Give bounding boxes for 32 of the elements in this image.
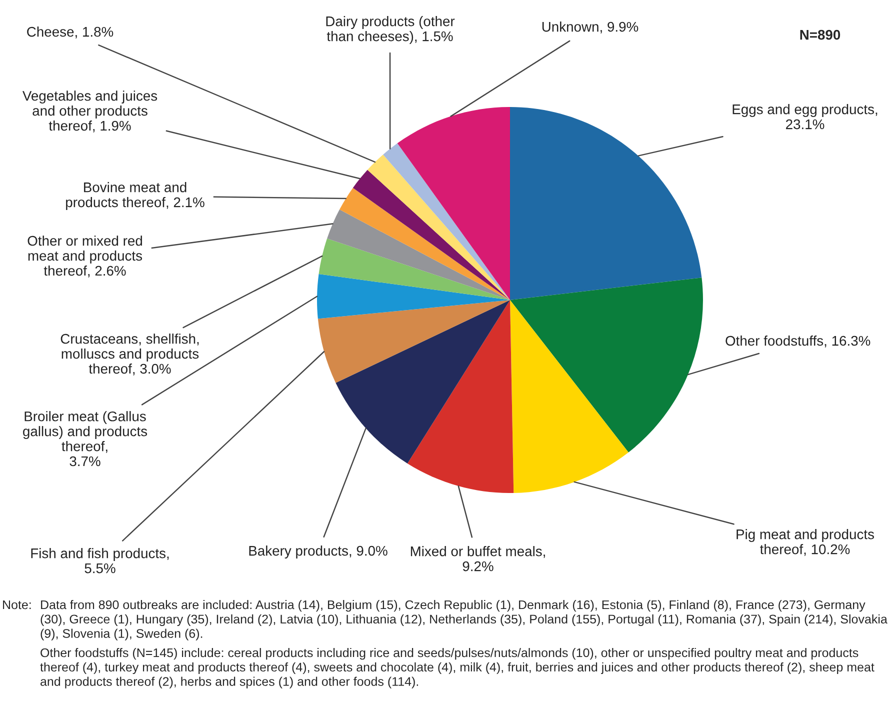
text: Other foodstuffs (N=145) include: cereal products including rice and seeds/pulses/nuts/almonds (10), other or unspecified poultry meat and products thereof (4), turkey meat and products thereof (4), sweets and chocolate (4), milk (4), fruit, berries and juices and other products thereof (2), sheep meat and products thereof (2), herbs and spices (1) and other foods (114). bbox=[40, 648, 874, 688]
pie-slice bbox=[318, 238, 510, 300]
pie-slice bbox=[367, 154, 510, 300]
text: Note: bbox=[3, 600, 31, 610]
slice-label: Bovine meat and products thereof, 2.1% bbox=[66, 182, 204, 210]
slice-label: Fish and fish products, 5.5% bbox=[31, 548, 169, 574]
text: N=890 bbox=[800, 30, 840, 40]
slice-label: Unknown, 9.9% bbox=[542, 22, 638, 34]
slice-label: Eggs and egg products, 23.1% bbox=[732, 104, 878, 130]
pie-slice bbox=[383, 143, 510, 300]
pie-slice bbox=[510, 300, 628, 493]
pie-slice bbox=[318, 300, 510, 383]
pie-slice bbox=[407, 300, 514, 493]
pie-slice bbox=[397, 107, 510, 300]
pie-slice bbox=[327, 210, 510, 300]
slice-label: Other or mixed red meat and products thereof, 2.6% bbox=[28, 236, 142, 278]
slice-label: Broiler meat (Gallus gallus) and products thereof, 3.7% bbox=[23, 411, 148, 466]
slice-label: Crustaceans, shellfish, molluscs and products thereof, 3.0% bbox=[60, 334, 199, 376]
pie-slice bbox=[510, 278, 703, 452]
pie-slice bbox=[352, 170, 510, 300]
pie-slice bbox=[340, 188, 510, 300]
slice-label: Vegetables and juices and other products thereof, 1.9% bbox=[22, 90, 158, 132]
slice-label: Mixed or buffet meals, 9.2% bbox=[410, 546, 545, 572]
slice-label: Other foodstuffs, 16.3% bbox=[726, 336, 870, 348]
text: Data from 890 outbreaks are included: Austria (14), Belgium (15), Czech Republic (1), Denmark (16), Estonia (5), Finland (8), France (273), Germany (30), Greece (1), Hungary (35), Ireland (2), Latvia (10), Lithuania (12), Netherlands (35), Poland (155), Portugal (11), Romania (37), Spain (214), Slovakia (9), Slovenia (1), Sweden (6). bbox=[40, 600, 888, 640]
pie-slice bbox=[510, 107, 702, 300]
pie-slice bbox=[317, 274, 510, 319]
slice-label: Cheese, 1.8% bbox=[27, 26, 114, 38]
pie-slice bbox=[336, 300, 510, 464]
slice-label: Pig meat and products thereof, 10.2% bbox=[736, 529, 874, 556]
slice-label: Bakery products, 9.0% bbox=[249, 546, 388, 558]
slice-label: Dairy products (other than cheeses), 1.5% bbox=[326, 16, 455, 44]
